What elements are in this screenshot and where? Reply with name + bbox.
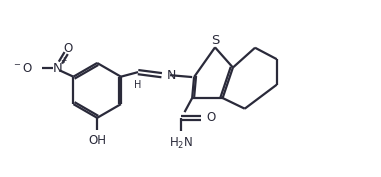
Text: H$_2$N: H$_2$N — [170, 136, 194, 151]
Text: O: O — [207, 111, 216, 124]
Text: +: + — [60, 56, 66, 65]
Text: H: H — [134, 80, 142, 90]
Text: O: O — [64, 42, 73, 55]
Text: $^-$O: $^-$O — [12, 62, 33, 75]
Text: S: S — [211, 34, 219, 47]
Text: N: N — [166, 69, 176, 82]
Text: OH: OH — [88, 134, 106, 147]
Text: N: N — [53, 62, 62, 75]
